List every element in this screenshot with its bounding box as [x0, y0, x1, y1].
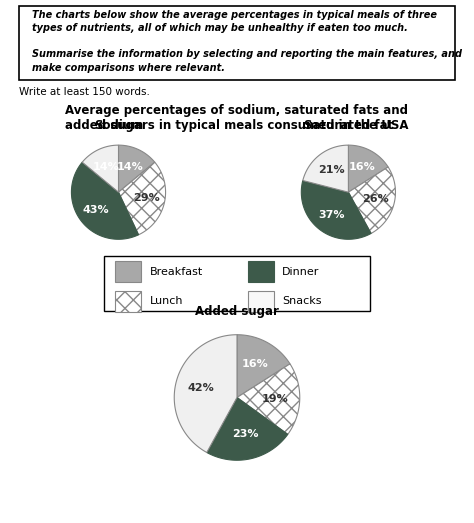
FancyBboxPatch shape [247, 291, 274, 312]
Text: The charts below show the average percentages in typical meals of three
types of: The charts below show the average percen… [32, 10, 462, 73]
FancyBboxPatch shape [104, 256, 370, 311]
Text: Average percentages of sodium, saturated fats and
added sugars in typical meals : Average percentages of sodium, saturated… [65, 104, 409, 132]
Text: Write at least 150 words.: Write at least 150 words. [18, 86, 150, 97]
FancyBboxPatch shape [18, 6, 456, 81]
Text: 16%: 16% [242, 359, 268, 369]
Polygon shape [118, 145, 155, 192]
Text: Snacks: Snacks [282, 297, 322, 306]
Text: 16%: 16% [348, 163, 375, 173]
Polygon shape [237, 335, 290, 397]
Text: 37%: 37% [318, 210, 344, 220]
Text: 42%: 42% [187, 383, 214, 393]
Text: 23%: 23% [232, 429, 258, 439]
Text: 14%: 14% [117, 162, 144, 172]
Text: Dinner: Dinner [282, 267, 319, 277]
FancyBboxPatch shape [115, 261, 141, 282]
Polygon shape [348, 145, 388, 192]
Title: Saturated fat: Saturated fat [304, 119, 393, 132]
Polygon shape [174, 335, 237, 452]
Polygon shape [348, 167, 395, 233]
Text: Breakfast: Breakfast [149, 267, 203, 277]
Text: 19%: 19% [261, 394, 288, 404]
Text: 14%: 14% [93, 162, 120, 172]
Polygon shape [207, 397, 288, 460]
Title: Sodium: Sodium [94, 119, 143, 132]
Title: Added sugar: Added sugar [195, 305, 279, 318]
Polygon shape [82, 145, 118, 192]
Polygon shape [303, 145, 348, 192]
Text: 21%: 21% [318, 165, 345, 175]
FancyBboxPatch shape [247, 261, 274, 282]
Polygon shape [237, 364, 300, 435]
Text: 26%: 26% [362, 194, 389, 204]
Text: 29%: 29% [133, 194, 159, 203]
FancyBboxPatch shape [115, 291, 141, 312]
Text: Lunch: Lunch [149, 297, 183, 306]
Polygon shape [118, 162, 165, 235]
Polygon shape [72, 162, 138, 239]
Polygon shape [301, 180, 371, 239]
Text: 43%: 43% [83, 204, 109, 214]
